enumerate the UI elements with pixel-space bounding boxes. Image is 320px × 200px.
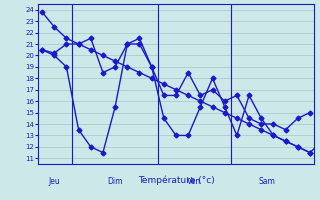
Text: Sam: Sam	[259, 177, 276, 186]
Text: Dim: Dim	[108, 177, 123, 186]
Text: Jeu: Jeu	[48, 177, 60, 186]
Text: Ven: Ven	[187, 177, 201, 186]
X-axis label: Température (°c): Température (°c)	[138, 175, 214, 185]
